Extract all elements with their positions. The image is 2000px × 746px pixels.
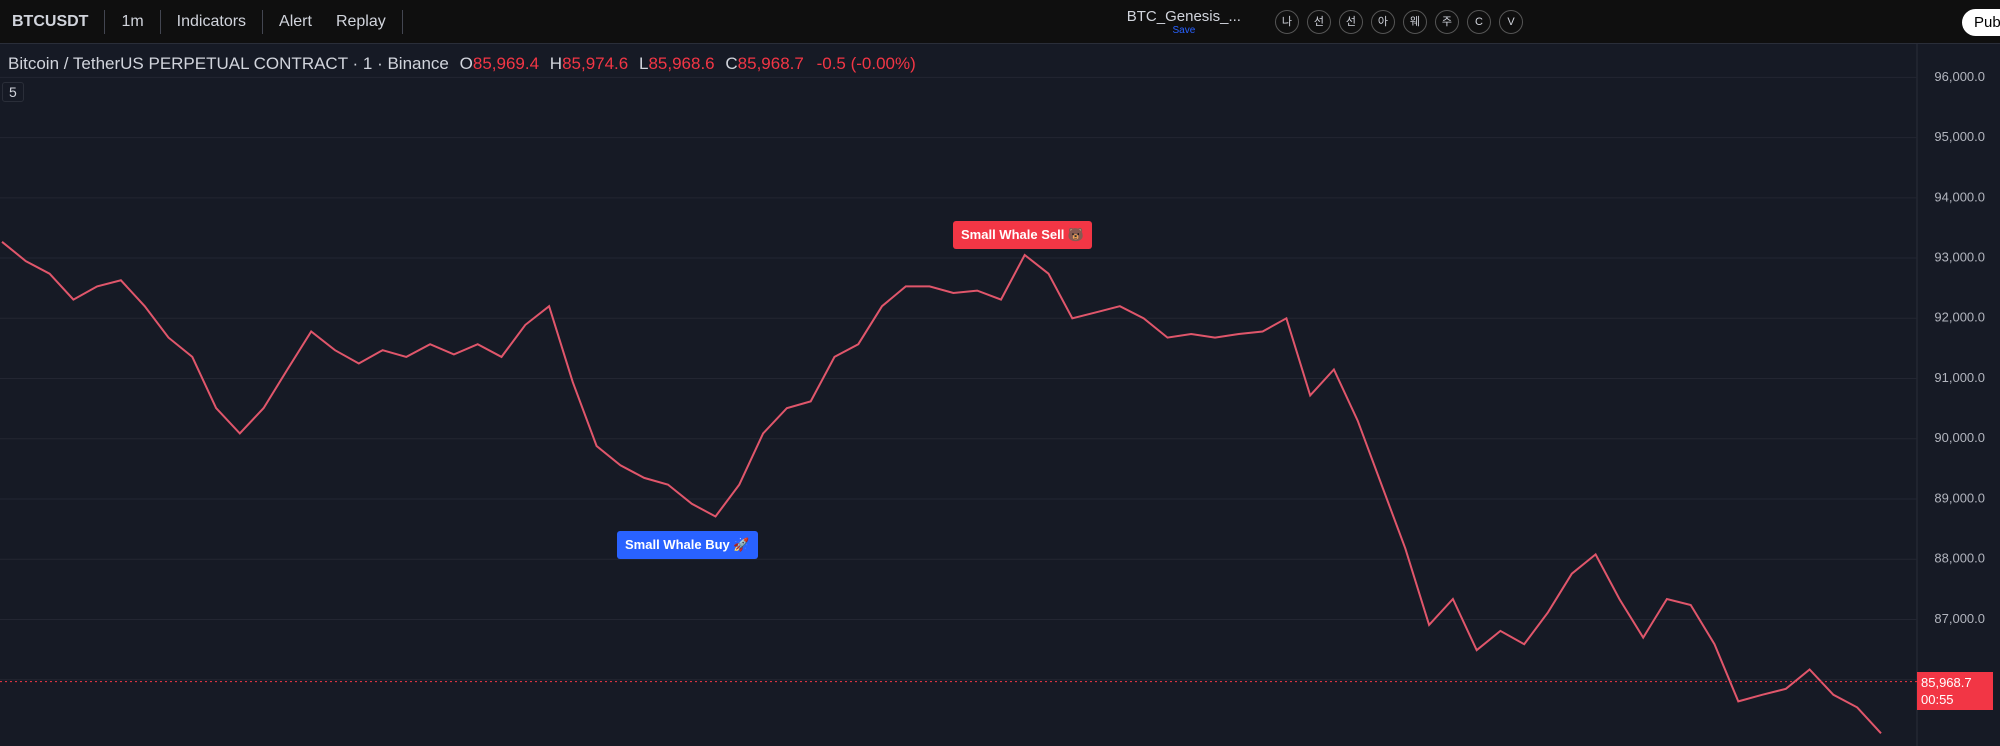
ohlc-value: 85,968.6 bbox=[648, 54, 715, 73]
indicators[interactable]: Indicators bbox=[176, 12, 247, 30]
replay[interactable]: Replay bbox=[335, 12, 386, 30]
layout-name: BTC_Genesis_... bbox=[1126, 7, 1241, 25]
change: -0.5 (-0.00%) bbox=[816, 54, 916, 73]
annotation: Small Whale Sell 🐻 bbox=[953, 221, 1093, 249]
y-tick-label: 95,000.0 bbox=[1934, 129, 1985, 144]
button[interactable]: C bbox=[1466, 9, 1491, 34]
y-tick-label: 93,000.0 bbox=[1934, 249, 1985, 264]
y-tick-label: 90,000.0 bbox=[1934, 430, 1985, 445]
save[interactable]: Save bbox=[1172, 24, 1196, 36]
y-tick-label: 89,000.0 bbox=[1934, 490, 1985, 505]
button[interactable]: 주 bbox=[1434, 9, 1459, 34]
publish[interactable]: Pub bbox=[1962, 9, 2000, 36]
toolbar: BTCUSDT 1m Indicators Alert Replay BTC_G… bbox=[0, 0, 2000, 44]
y-tick-label: 96,000.0 bbox=[1934, 69, 1985, 84]
ohlc-key: C bbox=[725, 54, 738, 73]
alert[interactable]: Alert bbox=[279, 12, 312, 30]
price: 85,968.7 bbox=[1921, 674, 1972, 690]
ohlc-key: O bbox=[459, 54, 473, 73]
button[interactable]: 나 bbox=[1274, 9, 1299, 34]
ohlc-key: L bbox=[638, 54, 649, 73]
y-tick-label: 92,000.0 bbox=[1934, 310, 1985, 325]
y-tick-label: 94,000.0 bbox=[1934, 189, 1985, 204]
collapse-count[interactable]: 5 bbox=[2, 82, 24, 102]
y-tick-label: 88,000.0 bbox=[1934, 551, 1985, 566]
legend: Bitcoin / TetherUS PERPETUAL CONTRACT · … bbox=[8, 54, 916, 74]
layout[interactable]: BTC_Genesis_... Save bbox=[1127, 8, 1241, 36]
ohlc-value: 85,969.4 bbox=[472, 54, 540, 73]
interval[interactable]: 1m bbox=[121, 12, 144, 30]
price-line bbox=[1, 241, 1882, 734]
button[interactable]: 선 bbox=[1306, 9, 1331, 34]
y-tick-label: 87,000.0 bbox=[1934, 611, 1985, 626]
ohlc-value: 85,968.7 bbox=[737, 54, 804, 73]
symbol[interactable]: BTCUSDT bbox=[12, 12, 89, 30]
countdown: 00:55 bbox=[1921, 691, 1954, 707]
button[interactable]: V bbox=[1498, 9, 1523, 34]
price-label: 85,968.7 00:55 bbox=[1917, 671, 1993, 710]
button[interactable]: 선 bbox=[1338, 9, 1363, 34]
y-tick-label: 91,000.0 bbox=[1934, 370, 1985, 385]
button[interactable]: 웨 bbox=[1402, 9, 1427, 34]
ohlc-key: H bbox=[549, 54, 563, 73]
ohlc-value: 85,974.6 bbox=[562, 54, 629, 73]
legend-title: Bitcoin / TetherUS PERPETUAL CONTRACT · … bbox=[8, 54, 449, 73]
button[interactable]: 아 bbox=[1370, 9, 1395, 34]
chart: 86,000.087,000.088,000.089,000.090,000.0… bbox=[0, 43, 1985, 746]
annotation: Small Whale Buy 🚀 bbox=[617, 531, 758, 559]
